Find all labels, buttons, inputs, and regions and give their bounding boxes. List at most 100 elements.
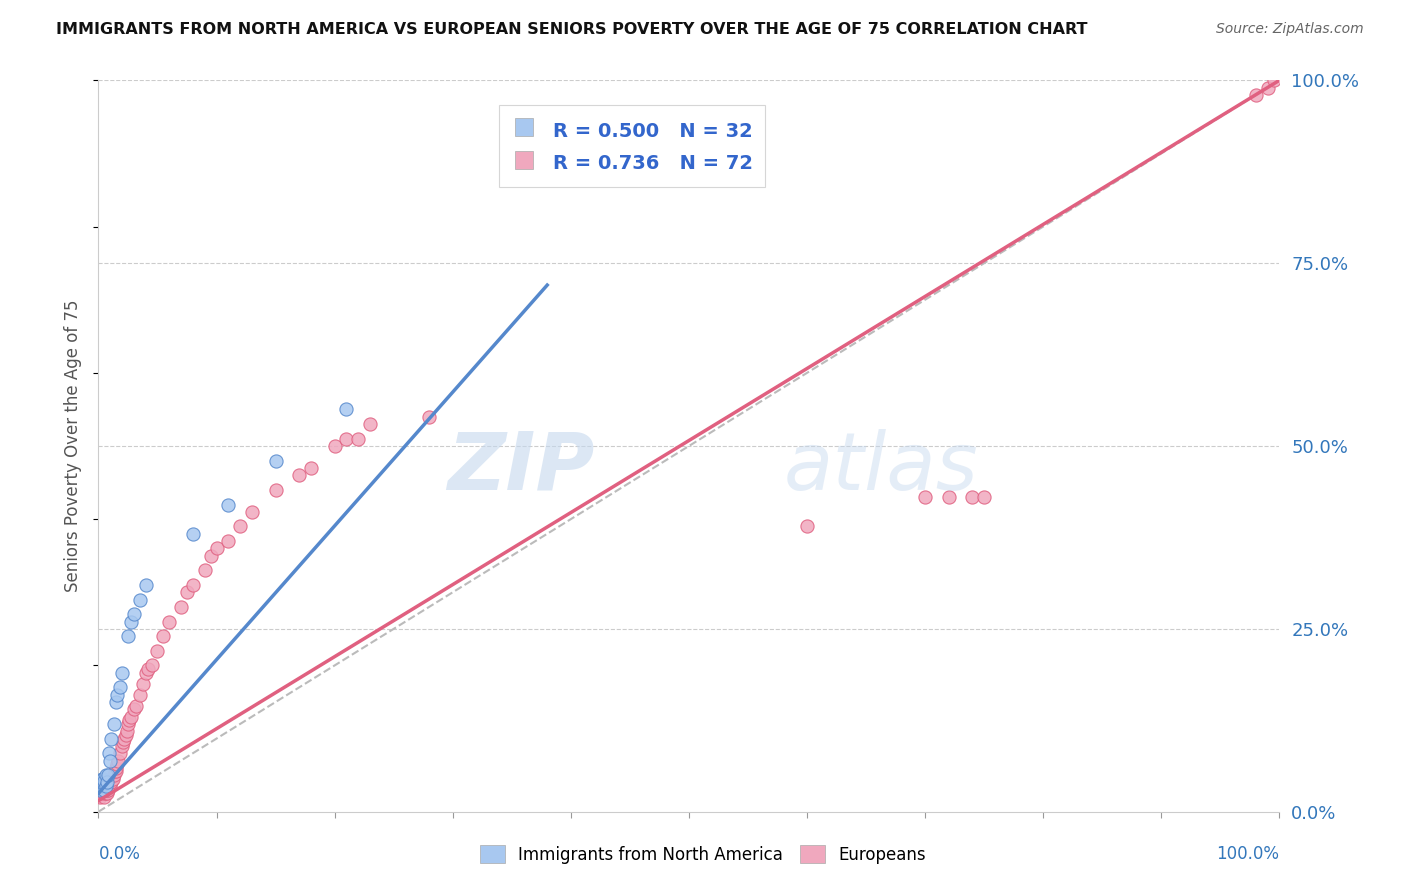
Point [796, 519, 818, 533]
Point [91, 787, 114, 801]
Point [108, 681, 131, 695]
Point [229, 519, 252, 533]
Point [90, 787, 112, 801]
Legend: R = 0.500   N = 32, R = 0.736   N = 72: R = 0.500 N = 32, R = 0.736 N = 72 [499, 105, 765, 186]
Point [105, 688, 128, 702]
Point [98, 775, 121, 789]
Point [217, 498, 239, 512]
Point [91, 772, 114, 786]
Point [108, 746, 131, 760]
Point [118, 714, 141, 728]
Point [96, 787, 118, 801]
Point [97, 779, 120, 793]
Point [96, 775, 118, 789]
Point [135, 578, 157, 592]
Point [93, 782, 115, 797]
Point [914, 490, 936, 504]
Text: IMMIGRANTS FROM NORTH AMERICA VS EUROPEAN SENIORS POVERTY OVER THE AGE OF 75 COR: IMMIGRANTS FROM NORTH AMERICA VS EUROPEA… [56, 22, 1088, 37]
Point [152, 629, 174, 643]
Point [91, 787, 114, 801]
Point [1263, 73, 1285, 87]
Point [240, 505, 263, 519]
Point [117, 717, 139, 731]
Point [938, 490, 960, 504]
Point [94, 787, 117, 801]
Point [121, 709, 143, 723]
Point [181, 578, 204, 592]
Legend: Immigrants from North America, Europeans: Immigrants from North America, Europeans [474, 838, 932, 871]
Point [299, 461, 322, 475]
Text: 100.0%: 100.0% [1216, 845, 1279, 863]
Point [96, 782, 118, 797]
Point [97, 782, 120, 797]
Point [335, 432, 357, 446]
Point [94, 768, 117, 782]
Point [962, 490, 984, 504]
Point [91, 782, 114, 797]
Point [103, 768, 125, 782]
Point [347, 432, 370, 446]
Point [114, 728, 136, 742]
Point [93, 790, 115, 805]
Point [105, 695, 128, 709]
Point [94, 779, 117, 793]
Point [200, 549, 222, 563]
Point [90, 775, 112, 789]
Point [91, 782, 114, 797]
Point [107, 754, 129, 768]
Point [98, 754, 121, 768]
Point [105, 757, 128, 772]
Point [264, 483, 287, 497]
Point [122, 702, 145, 716]
Point [103, 717, 125, 731]
Point [91, 775, 114, 789]
Point [90, 782, 112, 797]
Point [135, 665, 157, 680]
Point [217, 534, 239, 549]
Point [89, 790, 111, 805]
Point [111, 739, 134, 753]
Point [93, 777, 115, 791]
Point [128, 592, 150, 607]
Point [157, 615, 180, 629]
Point [170, 599, 193, 614]
Point [125, 698, 148, 713]
Point [418, 409, 440, 424]
Text: Source: ZipAtlas.com: Source: ZipAtlas.com [1216, 22, 1364, 37]
Point [100, 775, 122, 789]
Point [264, 453, 287, 467]
Point [93, 787, 115, 801]
Point [105, 764, 128, 779]
Point [97, 768, 120, 782]
Point [91, 779, 114, 793]
Point [111, 665, 134, 680]
Point [93, 782, 115, 797]
Point [91, 775, 114, 789]
Point [194, 563, 217, 577]
Text: ZIP: ZIP [447, 429, 595, 507]
Point [288, 468, 311, 483]
Point [105, 761, 128, 775]
Point [132, 676, 155, 690]
Point [104, 764, 127, 779]
Point [1257, 80, 1279, 95]
Point [176, 585, 198, 599]
Point [141, 658, 163, 673]
Point [335, 402, 357, 417]
Text: 0.0%: 0.0% [98, 845, 141, 863]
Point [323, 439, 346, 453]
Point [93, 774, 115, 789]
Point [112, 735, 135, 749]
Point [181, 526, 204, 541]
Point [101, 772, 124, 786]
Point [98, 746, 121, 760]
Point [98, 775, 121, 789]
Point [112, 731, 135, 746]
Point [973, 490, 995, 504]
Point [1244, 87, 1267, 102]
Point [89, 782, 111, 797]
Point [91, 779, 114, 793]
Text: atlas: atlas [783, 429, 979, 507]
Point [128, 688, 150, 702]
Point [100, 731, 122, 746]
